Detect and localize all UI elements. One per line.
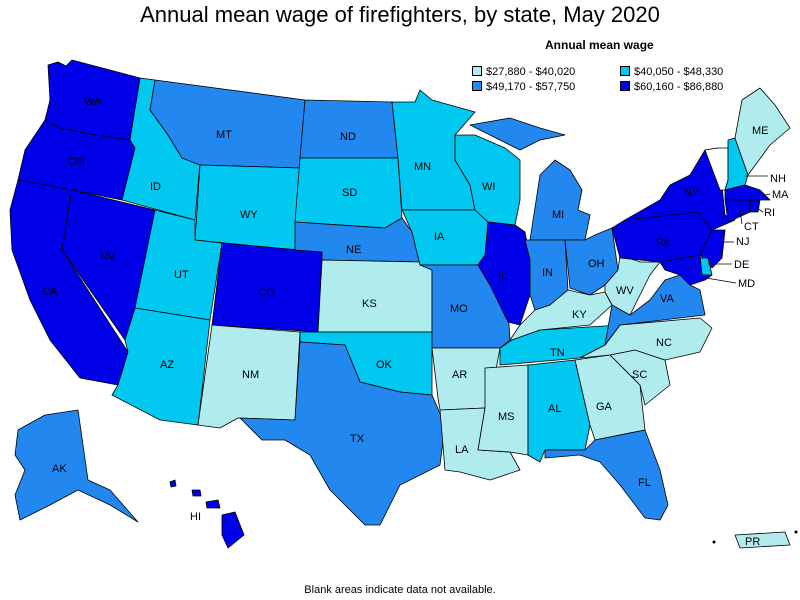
- state-label-ca: CA: [42, 286, 58, 298]
- state-tx[interactable]: [239, 341, 446, 526]
- legend-item-bin-2: $40,050 - $48,330: [620, 66, 723, 79]
- state-label-id: ID: [150, 181, 161, 193]
- state-label-wi: WI: [482, 181, 495, 193]
- legend-title: Annual mean wage: [545, 38, 654, 52]
- state-label-nv: NV: [100, 251, 116, 263]
- state-label-wy: WY: [240, 209, 258, 221]
- state-label-in: IN: [542, 267, 553, 279]
- state-label-me: ME: [752, 125, 769, 137]
- state-label-ct: CT: [744, 221, 759, 233]
- legend-swatch: [472, 66, 482, 76]
- state-label-pa: PA: [656, 237, 671, 249]
- state-label-mi: MI: [552, 209, 564, 221]
- state-label-az: AZ: [160, 359, 174, 371]
- legend-swatch: [472, 81, 482, 91]
- legend-label: $49,170 - $57,750: [486, 81, 576, 93]
- legend-item-bin-1: $27,880 - $40,020: [472, 66, 575, 79]
- state-label-ok: OK: [376, 359, 393, 371]
- state-ri[interactable]: [749, 199, 761, 213]
- state-label-ky: KY: [572, 309, 587, 321]
- legend-label: $40,050 - $48,330: [634, 66, 724, 78]
- state-me[interactable]: [734, 87, 791, 176]
- state-label-la: LA: [455, 444, 469, 456]
- state-label-mo: MO: [450, 303, 468, 315]
- state-label-wv: WV: [616, 285, 634, 297]
- state-label-tx: TX: [350, 433, 365, 445]
- state-label-mn: MN: [414, 161, 431, 173]
- state-label-md: MD: [738, 278, 755, 290]
- state-label-al: AL: [548, 403, 561, 415]
- state-pr[interactable]: [734, 531, 791, 549]
- state-label-ga: GA: [596, 401, 613, 413]
- state-ks[interactable]: [317, 259, 433, 333]
- state-nd[interactable]: [299, 99, 399, 159]
- state-ak[interactable]: [14, 409, 139, 523]
- state-ct[interactable]: [724, 199, 751, 223]
- label-leader-lines: [705, 175, 771, 284]
- state-label-sd: SD: [342, 187, 357, 199]
- state-az[interactable]: [111, 307, 211, 426]
- state-label-tn: TN: [550, 347, 565, 359]
- state-label-wa: WA: [84, 96, 102, 108]
- state-fl[interactable]: [544, 429, 669, 521]
- state-label-ri: RI: [764, 207, 775, 219]
- legend-label: $27,880 - $40,020: [486, 66, 576, 78]
- state-label-nm: NM: [242, 369, 259, 381]
- legend-swatch: [620, 66, 630, 76]
- state-label-ma: MA: [772, 189, 789, 201]
- state-wy[interactable]: [194, 164, 301, 251]
- state-label-nh: NH: [770, 173, 786, 185]
- state-label-ms: MS: [498, 411, 515, 423]
- footnote: Blank areas indicate data not available.: [304, 584, 496, 596]
- state-label-mt: MT: [216, 129, 232, 141]
- state-label-ne: NE: [346, 244, 361, 256]
- legend-item-bin-3: $49,170 - $57,750: [472, 81, 575, 94]
- state-label-ny: NY: [684, 187, 700, 199]
- state-label-ak: AK: [52, 463, 67, 475]
- state-label-il: IL: [498, 271, 507, 283]
- state-label-ia: IA: [434, 231, 445, 243]
- state-ms[interactable]: [477, 364, 529, 456]
- state-label-nd: ND: [340, 131, 356, 143]
- state-label-or: OR: [68, 156, 85, 168]
- legend-label: $60,160 - $86,880: [634, 81, 724, 93]
- state-hi[interactable]: [169, 479, 245, 549]
- state-label-nj: NJ: [736, 236, 749, 248]
- state-label-co: CO: [258, 287, 275, 299]
- state-label-fl: FL: [638, 477, 651, 489]
- state-md[interactable]: [659, 254, 713, 286]
- state-label-ut: UT: [174, 269, 189, 281]
- state-label-pr: PR: [745, 536, 760, 548]
- state-label-ks: KS: [362, 298, 377, 310]
- state-label-sc: SC: [632, 369, 647, 381]
- state-label-nc: NC: [656, 337, 672, 349]
- state-label-ar: AR: [452, 369, 467, 381]
- legend-swatch: [620, 81, 630, 91]
- state-label-oh: OH: [588, 258, 605, 270]
- map-title: Annual mean wage of firefighters, by sta…: [140, 2, 660, 27]
- state-label-hi: HI: [190, 511, 201, 523]
- island-dots: [712, 530, 798, 544]
- state-label-va: VA: [660, 293, 675, 305]
- legend-item-bin-4: $60,160 - $86,880: [620, 81, 723, 94]
- state-label-de: DE: [734, 259, 749, 271]
